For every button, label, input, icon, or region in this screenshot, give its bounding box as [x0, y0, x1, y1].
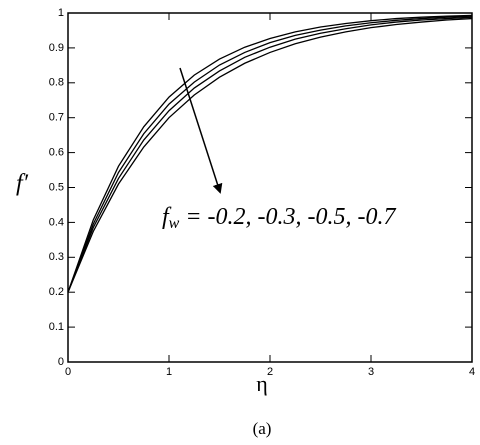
annotation-rest: = -0.2, -0.3, -0.5, -0.7	[179, 204, 396, 230]
y-tick-label: 0.7	[49, 112, 64, 124]
y-tick-label: 1	[58, 7, 64, 19]
x-tick-label: 0	[65, 366, 71, 378]
annotation: fw = -0.2, -0.3, -0.5, -0.7	[162, 204, 397, 232]
y-tick-label: 0	[58, 356, 64, 368]
annotation-text: f	[162, 204, 172, 230]
line-series	[67, 15, 473, 293]
y-tick-label: 0.8	[49, 77, 64, 89]
annotation-subscript: w	[169, 215, 180, 232]
caption: (a)	[253, 419, 272, 438]
x-tick-label: 2	[267, 366, 273, 378]
line-series	[67, 14, 473, 293]
line-series	[67, 17, 473, 293]
line-series	[67, 16, 473, 293]
plot-frame	[67, 12, 473, 363]
y-tick-label: 0.4	[49, 216, 64, 228]
x-tick-label: 3	[368, 366, 374, 378]
y-axis-label: f′	[16, 171, 29, 197]
y-tick-label: 0.5	[49, 181, 64, 193]
x-tick-label: 4	[469, 366, 475, 378]
y-tick-label: 0.3	[49, 251, 64, 263]
y-tick-label: 0.6	[49, 147, 64, 159]
y-tick-label: 0.1	[49, 321, 64, 333]
x-tick-label: 1	[166, 366, 172, 378]
x-axis-label: η	[256, 371, 268, 396]
arrow	[179, 67, 223, 194]
y-tick-label: 0.2	[49, 286, 64, 298]
y-tick-label: 0.9	[49, 42, 64, 54]
